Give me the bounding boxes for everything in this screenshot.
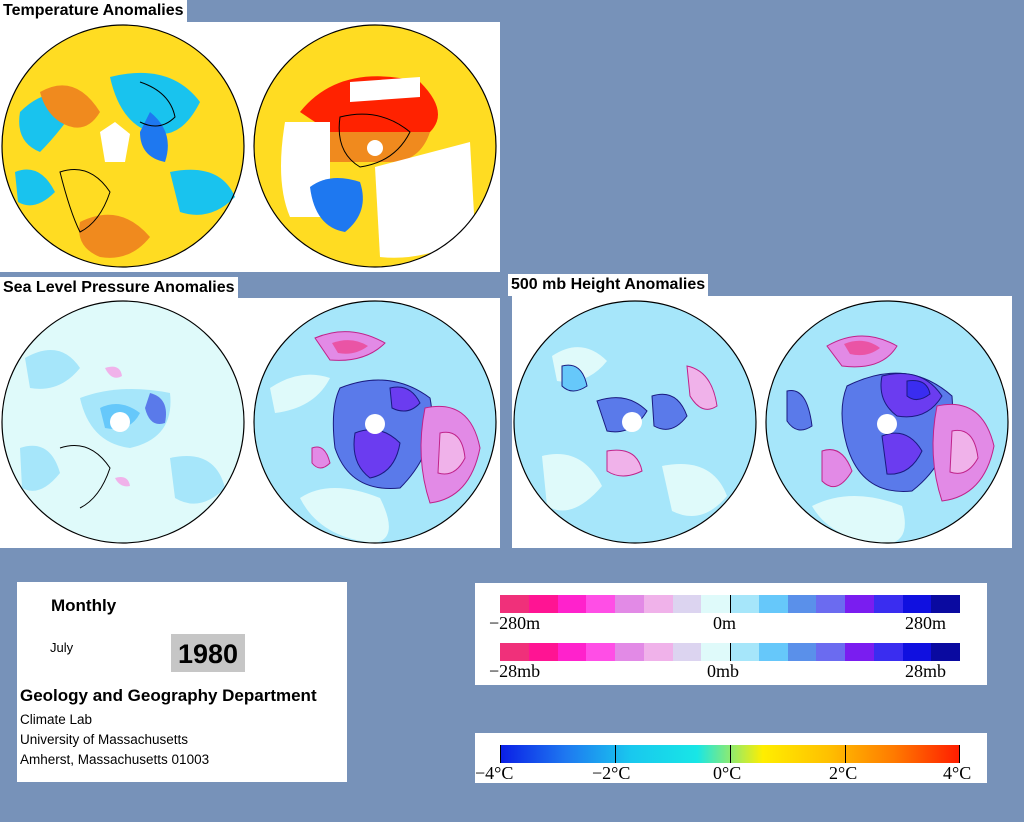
slp-south-map: [253, 300, 497, 544]
pressure-colorbar: [500, 643, 960, 661]
pressure-swatch-2: [528, 643, 558, 661]
height-swatch-8: [701, 595, 730, 613]
pressure-max-label: 28mb: [905, 661, 947, 681]
slp-north-map: [1, 300, 245, 544]
temp-label-2: −2°C: [592, 763, 631, 783]
temp-tick-2: [615, 745, 616, 763]
temperature-north-map: [1, 24, 245, 268]
height-swatch-2: [528, 595, 558, 613]
pressure-min-label: −28mb: [489, 661, 541, 681]
pressure-swatch-7: [672, 643, 702, 661]
slp-title: Sea Level Pressure Anomalies: [0, 277, 238, 299]
height-colorbar: [500, 595, 960, 613]
height-max-label: 280m: [905, 613, 947, 633]
height-swatch-10: [758, 595, 788, 613]
info-panel: Monthly July 1980 Geology and Geography …: [17, 582, 347, 782]
height-swatch-11: [787, 595, 817, 613]
height-swatch-3: [557, 595, 587, 613]
pressure-swatch-8: [701, 643, 730, 661]
lab-label: Climate Lab: [20, 712, 93, 727]
height-swatch-15: [902, 595, 932, 613]
temperature-panel: [0, 22, 500, 272]
pressure-swatch-11: [787, 643, 817, 661]
month-label: July: [50, 640, 74, 655]
height-swatch-4: [586, 595, 615, 613]
height-swatch-14: [873, 595, 903, 613]
slp-panel: [0, 298, 500, 548]
pressure-mid-label: 0mb: [707, 661, 740, 681]
temp-label-3: 0°C: [713, 763, 742, 783]
pressure-swatch-12: [816, 643, 845, 661]
pressure-swatch-16: [931, 643, 960, 661]
pressure-center-tick: [730, 643, 731, 661]
address-label: Amherst, Massachusetts 01003: [20, 752, 210, 767]
temp-tick-5: [959, 745, 960, 763]
pressure-swatch-14: [873, 643, 903, 661]
anomaly-legend: −280m 0m 280m −28mb 0mb 28mb: [475, 583, 987, 685]
pressure-swatch-3: [557, 643, 587, 661]
height-panel: [512, 296, 1012, 548]
height-min-label: −280m: [489, 613, 541, 633]
height-mid-label: 0m: [713, 613, 737, 633]
pressure-swatch-1: [500, 643, 529, 661]
university-label: University of Massachusetts: [20, 732, 189, 747]
pressure-swatch-4: [586, 643, 615, 661]
height-swatch-6: [643, 595, 673, 613]
pressure-swatch-5: [615, 643, 644, 661]
height-swatch-13: [845, 595, 874, 613]
height-south-map: [765, 300, 1009, 544]
height-north-map: [513, 300, 757, 544]
height-swatch-5: [615, 595, 644, 613]
height-swatch-16: [931, 595, 960, 613]
temp-tick-1: [500, 745, 501, 763]
temp-label-1: −4°C: [475, 763, 514, 783]
pressure-swatch-9: [730, 643, 759, 661]
height-title: 500 mb Height Anomalies: [508, 274, 709, 296]
temperature-south-map: [253, 24, 497, 268]
height-center-tick: [730, 595, 731, 613]
year-label: 1980: [171, 634, 245, 672]
pressure-swatch-15: [902, 643, 932, 661]
temp-label-4: 2°C: [829, 763, 858, 783]
pressure-swatch-6: [643, 643, 673, 661]
temp-tick-4: [845, 745, 846, 763]
temp-label-5: 4°C: [943, 763, 972, 783]
period-label: Monthly: [51, 596, 117, 615]
height-swatch-7: [672, 595, 702, 613]
department-label: Geology and Geography Department: [20, 686, 317, 705]
temperature-legend: −4°C −2°C 0°C 2°C 4°C: [475, 733, 987, 783]
height-swatch-1: [500, 595, 529, 613]
height-swatch-9: [730, 595, 759, 613]
pressure-swatch-10: [758, 643, 788, 661]
temp-tick-3: [730, 745, 731, 763]
height-swatch-12: [816, 595, 845, 613]
pressure-swatch-13: [845, 643, 874, 661]
temperature-title: Temperature Anomalies: [0, 0, 187, 22]
